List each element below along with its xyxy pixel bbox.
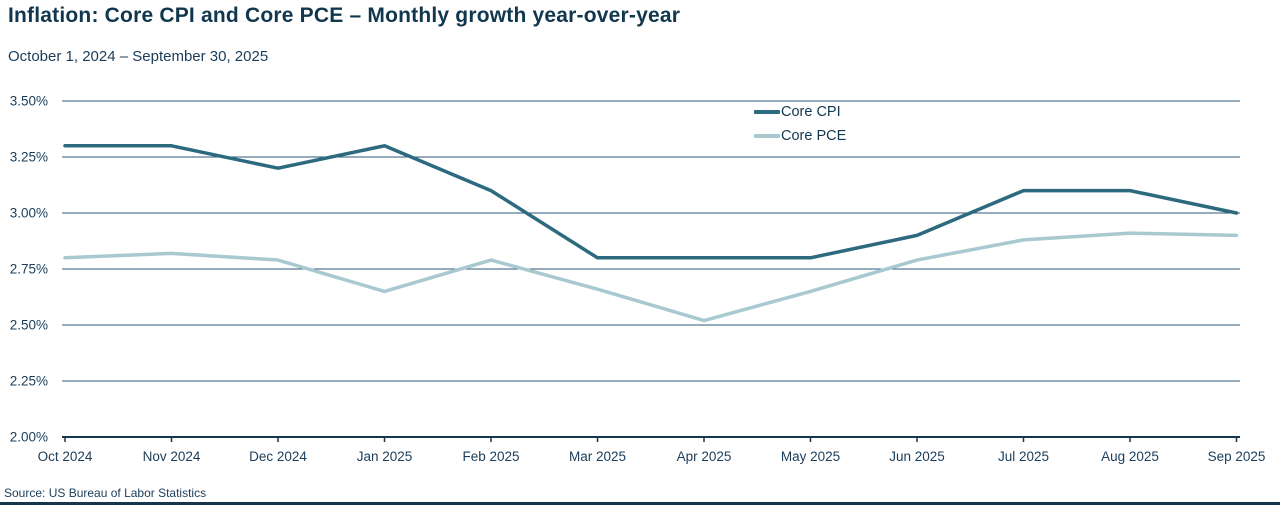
core-cpi-line-swatch-icon <box>754 110 780 114</box>
source-attribution: Source: US Bureau of Labor Statistics <box>4 486 207 500</box>
x-axis-tick-label: Dec 2024 <box>249 449 307 464</box>
x-axis-tick-label: Feb 2025 <box>462 449 519 464</box>
core-pce-line-swatch-icon <box>754 134 780 138</box>
page-title: Inflation: Core CPI and Core PCE – Month… <box>8 4 681 27</box>
legend-label-core-cpi: Core CPI <box>781 104 841 120</box>
y-axis-tick-label: 2.75% <box>10 262 48 277</box>
x-axis-tick-label: Oct 2024 <box>38 449 93 464</box>
chart-line-core-cpi <box>63 144 1239 260</box>
x-axis-tick-label: May 2025 <box>781 449 840 464</box>
chart-legend: Core CPI Core PCE <box>754 104 846 144</box>
y-axis-tick-label: 3.25% <box>10 150 48 165</box>
x-axis-tick-label: Jan 2025 <box>357 449 413 464</box>
legend-label-core-pce: Core PCE <box>781 128 847 144</box>
y-axis-tick-label: 3.00% <box>10 206 48 221</box>
y-axis-tick-label: 3.50% <box>10 94 48 109</box>
x-axis-tick-label: Apr 2025 <box>677 449 732 464</box>
x-axis-tick-label: Aug 2025 <box>1101 449 1159 464</box>
y-axis-tick-label: 2.25% <box>10 374 48 389</box>
bottom-divider <box>0 502 1280 505</box>
chart-line-core-pce <box>63 231 1239 323</box>
x-axis-tick-label: Jun 2025 <box>889 449 945 464</box>
x-axis-tick-label: Nov 2024 <box>143 449 201 464</box>
legend-item-core-pce: Core PCE <box>754 128 846 144</box>
x-axis-tick-label: Jul 2025 <box>998 449 1049 464</box>
legend-item-core-cpi: Core CPI <box>754 104 846 120</box>
y-axis-tick-label: 2.00% <box>10 430 48 445</box>
chart-date-range: October 1, 2024 – September 30, 2025 <box>8 48 269 65</box>
y-axis-tick-label: 2.50% <box>10 318 48 333</box>
x-axis-tick-label: Mar 2025 <box>569 449 626 464</box>
x-axis-tick-label: Sep 2025 <box>1208 449 1266 464</box>
